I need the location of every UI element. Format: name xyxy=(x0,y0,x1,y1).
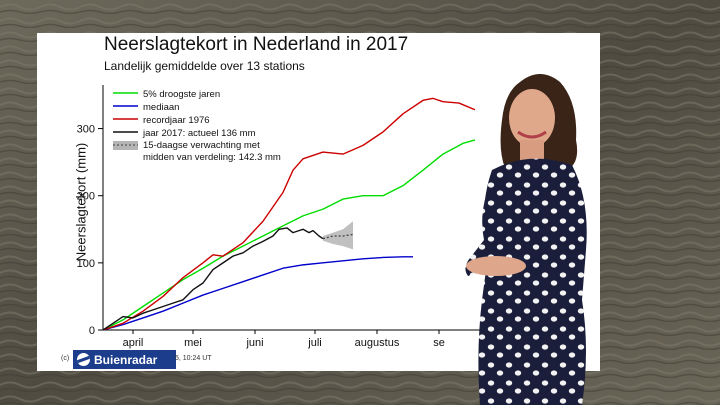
y-tick-label: 200 xyxy=(77,191,95,203)
y-tick-label: 300 xyxy=(77,124,95,136)
chart-title: Neerslagtekort in Nederland in 2017 xyxy=(104,34,409,55)
series-line-2 xyxy=(102,97,476,331)
presenter-hands xyxy=(466,256,526,276)
legend-label-band: 15-daagse verwachting met midden van verd… xyxy=(143,140,281,163)
legend-label-3: jaar 2017: actueel 136 mm xyxy=(142,128,256,139)
forecast-band-layer xyxy=(322,221,354,250)
legend-label-0: 5% droogste jaren xyxy=(143,89,220,100)
presenter-dress xyxy=(478,158,587,405)
presenter-arm-left xyxy=(465,180,500,276)
series-line-3 xyxy=(102,227,324,331)
x-tick-label: augustus xyxy=(355,337,400,349)
y-tick-label: 100 xyxy=(77,258,95,270)
buienradar-icon xyxy=(77,353,90,366)
copyright-text: (c) xyxy=(61,355,70,362)
buienradar-logo: Buienradar xyxy=(73,350,176,369)
x-tick-label: juni xyxy=(245,337,263,349)
y-tick-label: 0 xyxy=(89,325,95,337)
legend-label-1: mediaan xyxy=(143,102,179,113)
forecast-band xyxy=(323,221,353,250)
chart-axes: 0 100 200 300 april mei juni juli augustus se xyxy=(77,85,493,349)
forecast-midline xyxy=(322,233,354,240)
presenter-arm-right xyxy=(536,172,586,268)
legend-label-2: recordjaar 1976 xyxy=(143,115,210,126)
series-layer xyxy=(102,97,476,331)
series-line-1 xyxy=(102,256,413,331)
x-tick-label: april xyxy=(123,337,144,349)
series-line-0 xyxy=(102,139,476,331)
timestamp: 5, 10:24 UT xyxy=(175,355,212,362)
presenter-neck xyxy=(520,140,544,162)
x-tick-label: se xyxy=(433,337,445,349)
x-tick-label: mei xyxy=(184,337,202,349)
chart-legend: 5% droogste jaren mediaan recordjaar 1976 j… xyxy=(113,89,281,163)
x-tick-label: juli xyxy=(307,337,321,349)
brand-name: Buienradar xyxy=(94,352,158,367)
chart-subtitle: Landelijk gemiddelde over 13 stations xyxy=(104,59,305,73)
